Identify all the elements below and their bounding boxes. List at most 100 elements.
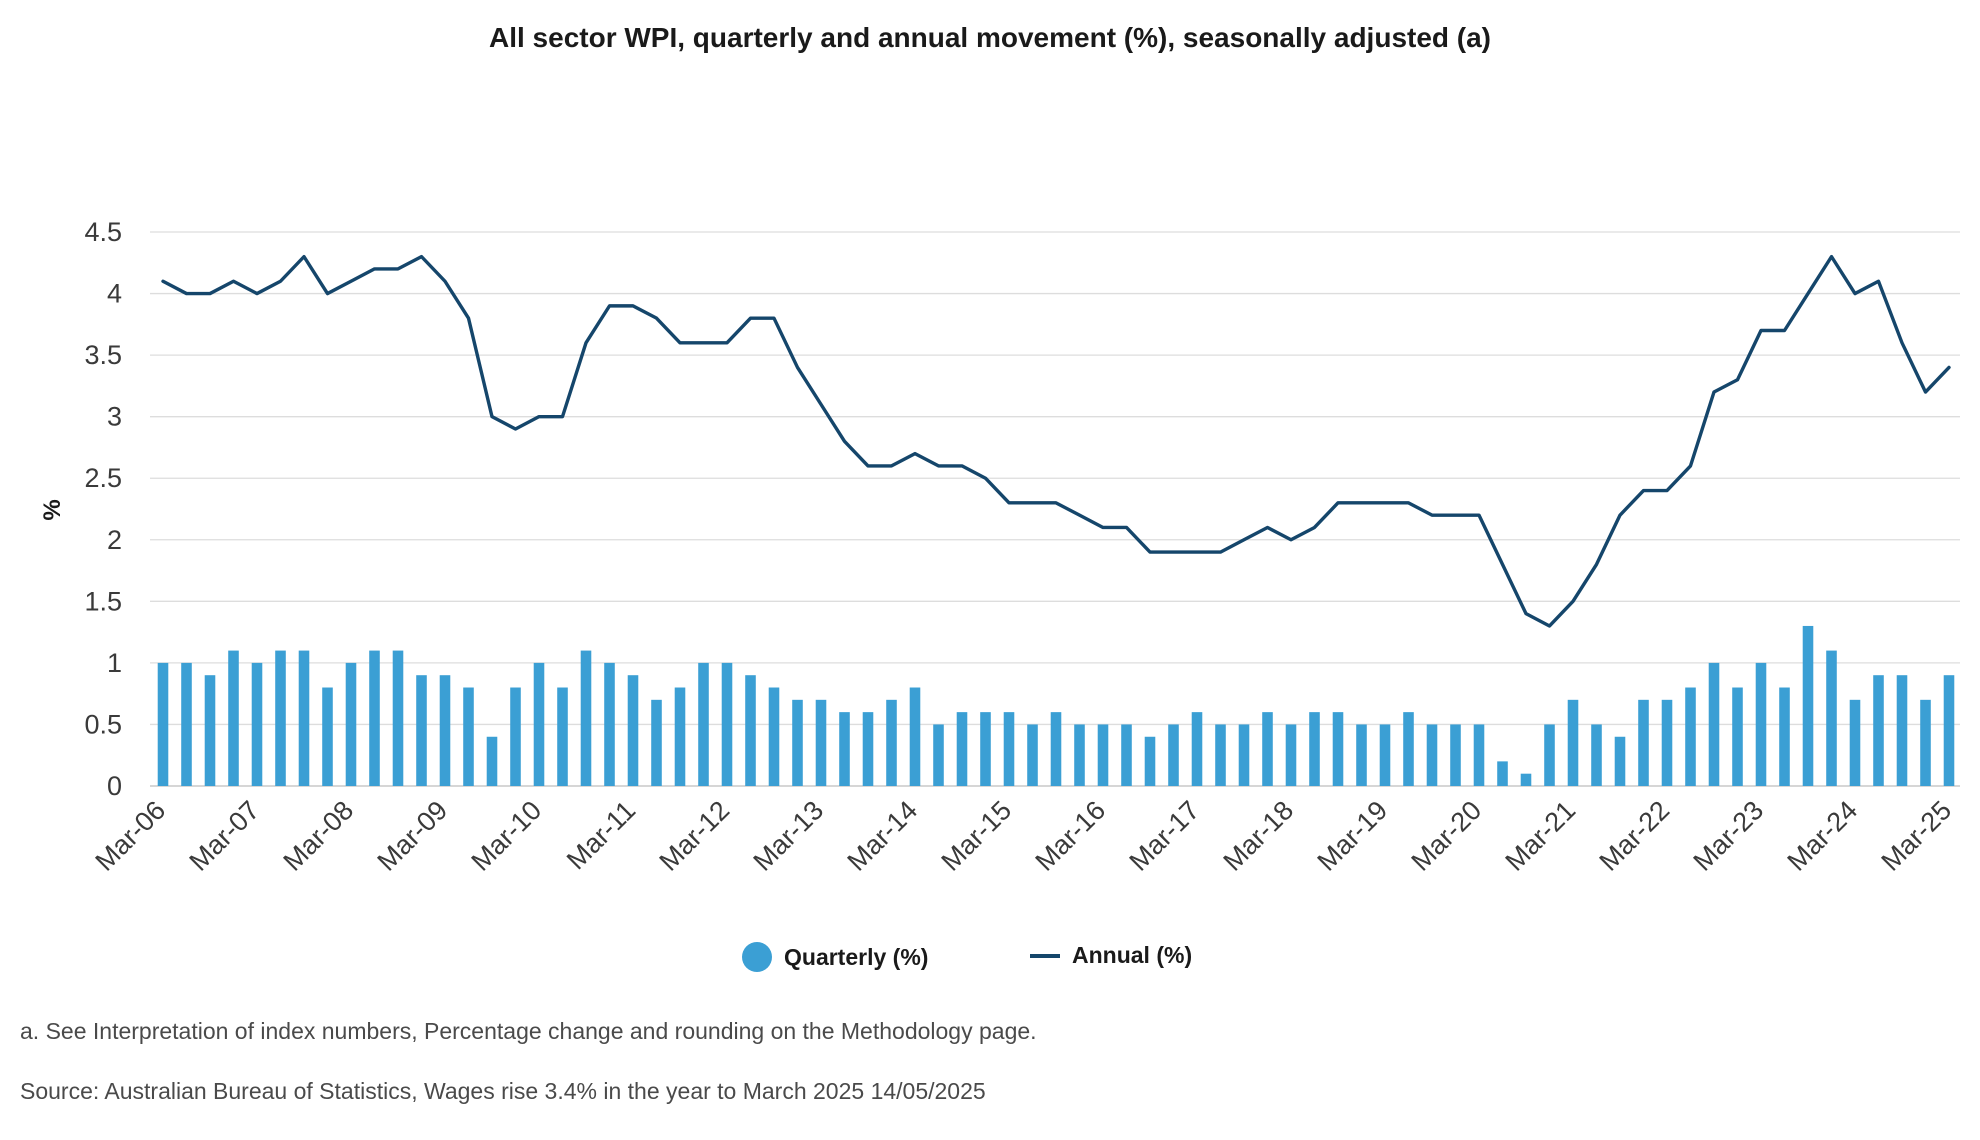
- quarterly-bar: [580, 650, 592, 786]
- x-tick-label: Mar-13: [748, 795, 830, 877]
- quarterly-bar: [533, 662, 545, 786]
- y-tick-label: 3.5: [84, 340, 122, 370]
- quarterly-bar: [1591, 724, 1602, 786]
- quarterly-bar: [1356, 724, 1367, 786]
- quarterly-bar: [768, 687, 780, 786]
- legend-item-quarterly[interactable]: Quarterly (%): [742, 942, 928, 972]
- quarterly-bar: [1097, 724, 1109, 786]
- quarterly-bar: [745, 675, 756, 786]
- x-tick-label: Mar-17: [1124, 795, 1206, 877]
- y-tick-label: 1.5: [84, 586, 122, 616]
- quarterly-bar: [157, 662, 169, 786]
- y-tick-label: 1: [107, 648, 122, 678]
- footnote-a: a. See Interpretation of index numbers, …: [20, 1018, 1037, 1044]
- quarterly-bar: [510, 687, 521, 786]
- quarterly-bar: [1027, 724, 1038, 786]
- quarterly-bar: [1191, 712, 1203, 786]
- x-tick-label: Mar-09: [372, 795, 454, 877]
- x-axis-ticks: Mar-06 Mar-07 Mar-08 Mar-09 Mar-10 Mar-11 Mar-…: [90, 795, 1958, 877]
- quarterly-bar: [1497, 761, 1508, 786]
- quarterly-bar: [275, 650, 286, 786]
- annual-line: [161, 254, 1951, 628]
- quarterly-bar: [1168, 724, 1179, 786]
- quarterly-bar: [204, 675, 216, 786]
- quarterly-bar: [557, 687, 568, 786]
- x-tick-label: Mar-14: [842, 795, 924, 877]
- quarterly-bar: [1567, 699, 1579, 786]
- quarterly-bar: [1121, 724, 1132, 786]
- quarterly-bar: [392, 650, 404, 786]
- quarterly-bar: [698, 662, 709, 786]
- x-tick-label: Mar-07: [184, 795, 266, 877]
- quarterly-bar: [322, 687, 333, 786]
- x-tick-label: Mar-19: [1312, 795, 1394, 877]
- quarterly-bar: [1873, 675, 1884, 786]
- legend-quarterly-label: Quarterly (%): [784, 943, 929, 970]
- quarterly-bars: [157, 625, 1955, 786]
- y-axis-ticks: 0 0.5 1 1.5 2 2.5 3 3.5 4 4.5: [84, 217, 122, 801]
- quarterly-bar: [1520, 773, 1532, 786]
- quarterly-bar: [933, 724, 944, 786]
- y-tick-label: 3: [107, 402, 122, 432]
- quarterly-bar: [1309, 712, 1320, 786]
- y-tick-label: 4.5: [84, 217, 122, 247]
- quarterly-bar: [1215, 724, 1226, 786]
- quarterly-bar: [1238, 724, 1250, 786]
- y-tick-label: 0.5: [84, 709, 122, 739]
- quarterly-bar: [1144, 736, 1156, 786]
- wpi-chart: 00.511.522.533.544.5 Mar-06 Mar-07 Mar-08 M…: [39, 217, 1960, 877]
- x-tick-label: Mar-06: [90, 795, 172, 877]
- quarterly-bar: [298, 650, 310, 786]
- quarterly-bar: [909, 687, 921, 786]
- quarterly-bar: [1426, 724, 1438, 786]
- x-tick-label: Mar-08: [278, 795, 360, 877]
- quarterly-bar: [886, 699, 897, 786]
- quarterly-bar: [1544, 724, 1555, 786]
- quarterly-bar: [463, 687, 474, 786]
- x-tick-label: Mar-11: [561, 795, 641, 875]
- quarterly-bar: [1403, 712, 1414, 786]
- quarterly-bar: [1638, 699, 1649, 786]
- quarterly-bar: [1332, 712, 1344, 786]
- quarterly-bar: [1802, 625, 1814, 786]
- x-tick-label: Mar-15: [936, 795, 1018, 877]
- quarterly-bar: [1262, 712, 1273, 786]
- y-tick-label: 2.5: [84, 463, 122, 493]
- quarterly-bar: [416, 675, 427, 786]
- quarterly-bar: [1685, 687, 1696, 786]
- quarterly-bar: [1708, 662, 1720, 786]
- y-axis-label: %: [39, 499, 66, 520]
- y-tick-label: 0: [107, 771, 122, 801]
- quarterly-bar: [369, 650, 380, 786]
- quarterly-bar: [792, 699, 803, 786]
- x-tick-label: Mar-10: [466, 795, 548, 877]
- quarterly-bar: [1379, 724, 1391, 786]
- quarterly-bar: [1779, 687, 1790, 786]
- quarterly-bar: [486, 736, 498, 786]
- legend: Quarterly (%) Annual (%): [0, 942, 1980, 982]
- x-tick-label: Mar-20: [1406, 795, 1488, 877]
- quarterly-bar: [627, 675, 639, 786]
- quarterly-bar: [862, 712, 874, 786]
- quarterly-bar: [1826, 650, 1837, 786]
- quarterly-bar: [1003, 712, 1015, 786]
- y-tick-label: 2: [107, 525, 122, 555]
- quarterly-bar: [1661, 699, 1673, 786]
- quarterly-bar: [345, 662, 357, 786]
- x-tick-label: Mar-24: [1782, 795, 1864, 877]
- quarterly-bar: [1849, 699, 1861, 786]
- quarterly-bar: [251, 662, 263, 786]
- quarterly-bar: [181, 662, 192, 786]
- x-tick-label: Mar-18: [1218, 795, 1300, 877]
- x-tick-label: Mar-12: [654, 795, 736, 877]
- quarterly-bar: [651, 699, 662, 786]
- quarterly-bar: [604, 662, 615, 786]
- quarterly-bar: [1074, 724, 1085, 786]
- legend-item-annual[interactable]: Annual (%): [1030, 942, 1192, 969]
- quarterly-bar: [1943, 675, 1955, 786]
- quarterly-bar: [1896, 675, 1908, 786]
- quarterly-bar: [1473, 724, 1485, 786]
- x-tick-label: Mar-16: [1030, 795, 1112, 877]
- quarterly-bar: [721, 662, 733, 786]
- quarterly-bar: [1285, 724, 1297, 786]
